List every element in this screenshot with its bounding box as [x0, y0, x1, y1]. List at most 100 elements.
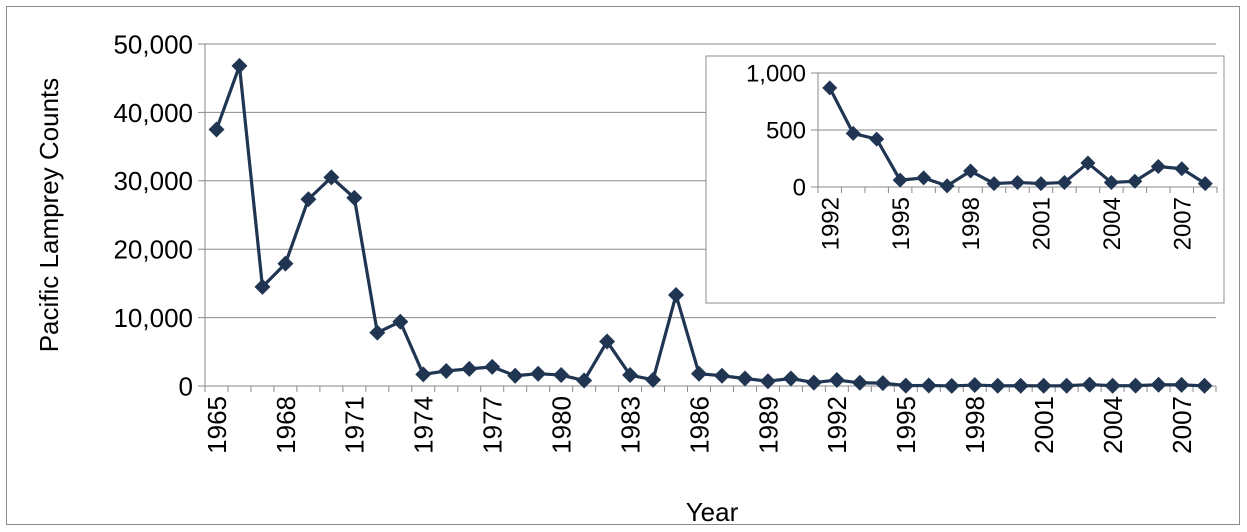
- data-point: [759, 373, 776, 390]
- y-tick-label: 40,000: [113, 98, 193, 128]
- x-tick-label: 1986: [684, 396, 714, 454]
- data-point: [963, 163, 979, 179]
- main-series: [208, 57, 1213, 394]
- data-point: [622, 367, 639, 384]
- main-y-tick-labels: 0 10,000 20,000 30,000 40,000 50,000: [113, 29, 193, 401]
- data-point: [1196, 377, 1213, 394]
- x-tick-label: 2001: [1029, 197, 1056, 250]
- data-point: [323, 169, 340, 186]
- data-point: [346, 189, 363, 206]
- data-point: [1127, 173, 1143, 189]
- data-point: [415, 366, 432, 383]
- data-point: [553, 367, 570, 384]
- data-point: [986, 176, 1002, 192]
- x-tick-label: 2007: [1169, 197, 1196, 250]
- data-point: [668, 287, 685, 304]
- data-point: [1197, 176, 1213, 192]
- y-tick-label: 50,000: [113, 29, 193, 59]
- data-point: [369, 324, 386, 341]
- data-point: [782, 370, 799, 387]
- data-point: [989, 377, 1006, 394]
- inset-series: [822, 80, 1213, 194]
- y-tick-label: 500: [766, 118, 806, 145]
- data-point: [1035, 377, 1052, 394]
- data-point: [1033, 176, 1049, 192]
- data-point: [1150, 376, 1167, 393]
- data-point: [920, 377, 937, 394]
- data-point: [943, 377, 960, 394]
- x-tick-label: 1977: [478, 396, 508, 454]
- data-point: [1127, 377, 1144, 394]
- y-tick-label: 1,000: [746, 61, 806, 88]
- data-point: [897, 377, 914, 394]
- x-axis-title: Year: [686, 497, 739, 527]
- data-point: [1010, 174, 1025, 190]
- data-point: [939, 178, 955, 194]
- main-x-tick-labels: 1965 1968 1971 1974 1977 1980 1983 1986 1989 1992…: [202, 396, 1197, 454]
- data-point: [966, 377, 983, 394]
- x-tick-label: 2001: [1029, 396, 1059, 454]
- data-point: [254, 278, 271, 295]
- data-point: [1103, 174, 1119, 190]
- inset-y-tick-labels: 0 500 1,000: [746, 61, 806, 202]
- data-point: [277, 255, 294, 272]
- x-tick-label: 1989: [753, 396, 783, 454]
- data-point: [916, 170, 932, 186]
- x-tick-label: 1995: [891, 396, 921, 454]
- inset-chart: 0 500 1,000 1992 1995 1998 2001 2004 2007: [705, 55, 1225, 304]
- data-point: [599, 333, 616, 350]
- data-point: [1081, 376, 1098, 393]
- x-tick-label: 1983: [615, 396, 645, 454]
- x-tick-label: 1992: [822, 396, 852, 454]
- data-point: [1173, 376, 1190, 393]
- data-point: [231, 57, 248, 74]
- data-point: [1080, 155, 1096, 171]
- x-tick-label: 1974: [409, 396, 439, 454]
- x-tick-label: 1971: [340, 396, 370, 454]
- x-tick-label: 1998: [958, 197, 985, 250]
- x-tick-label: 1995: [888, 197, 915, 250]
- y-tick-label: 30,000: [113, 166, 193, 196]
- y-tick-label: 10,000: [113, 303, 193, 333]
- data-point: [822, 80, 838, 96]
- y-tick-label: 0: [793, 175, 806, 202]
- data-point: [1058, 377, 1075, 394]
- data-point: [805, 374, 822, 391]
- data-point: [874, 375, 891, 392]
- data-point: [392, 313, 409, 330]
- y-tick-label: 0: [179, 371, 193, 401]
- data-point: [530, 365, 547, 382]
- data-point: [736, 370, 753, 387]
- data-point: [438, 362, 455, 379]
- x-tick-label: 1965: [202, 396, 232, 454]
- inset-frame: [705, 55, 1225, 304]
- data-point: [892, 172, 908, 188]
- data-point: [461, 360, 478, 377]
- x-tick-label: 2007: [1167, 396, 1197, 454]
- y-axis-title: Pacific Lamprey Counts: [34, 78, 64, 353]
- data-point: [484, 358, 501, 375]
- x-tick-label: 1980: [547, 396, 577, 454]
- data-point: [869, 131, 885, 147]
- data-point: [645, 371, 662, 388]
- data-point: [208, 121, 225, 138]
- data-point: [1150, 158, 1166, 174]
- data-point: [691, 365, 708, 382]
- x-tick-label: 1998: [960, 396, 990, 454]
- data-point: [507, 367, 524, 384]
- data-point: [1012, 377, 1029, 394]
- x-tick-label: 1992: [817, 197, 844, 250]
- data-point: [713, 367, 730, 384]
- data-point: [851, 374, 868, 391]
- inset-x-tick-labels: 1992 1995 1998 2001 2004 2007: [817, 197, 1196, 250]
- data-point: [828, 372, 845, 389]
- data-point: [300, 191, 317, 208]
- x-tick-label: 1968: [271, 396, 301, 454]
- inset-gridlines: [818, 72, 1217, 131]
- data-point: [576, 372, 593, 389]
- y-tick-label: 20,000: [113, 235, 193, 265]
- x-tick-label: 2004: [1099, 197, 1126, 250]
- data-point: [1104, 377, 1121, 394]
- data-point: [1056, 174, 1072, 190]
